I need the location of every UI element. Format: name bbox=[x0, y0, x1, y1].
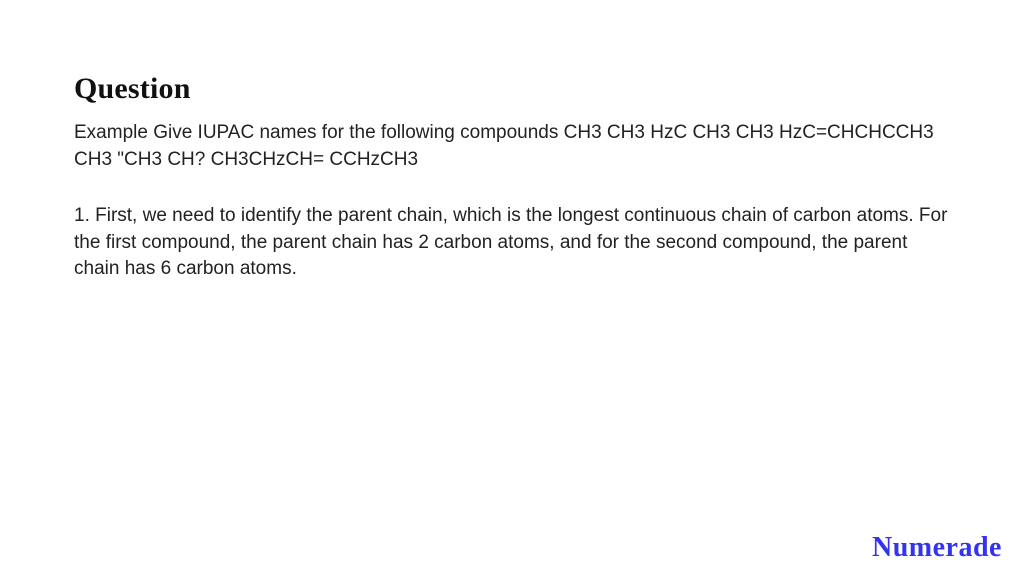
content-area: Question Example Give IUPAC names for th… bbox=[0, 0, 1024, 283]
question-heading: Question bbox=[74, 72, 950, 106]
brand-logo: Numerade bbox=[872, 532, 1002, 564]
question-text: Example Give IUPAC names for the followi… bbox=[74, 120, 950, 173]
answer-step-text: 1. First, we need to identify the parent… bbox=[74, 203, 950, 283]
